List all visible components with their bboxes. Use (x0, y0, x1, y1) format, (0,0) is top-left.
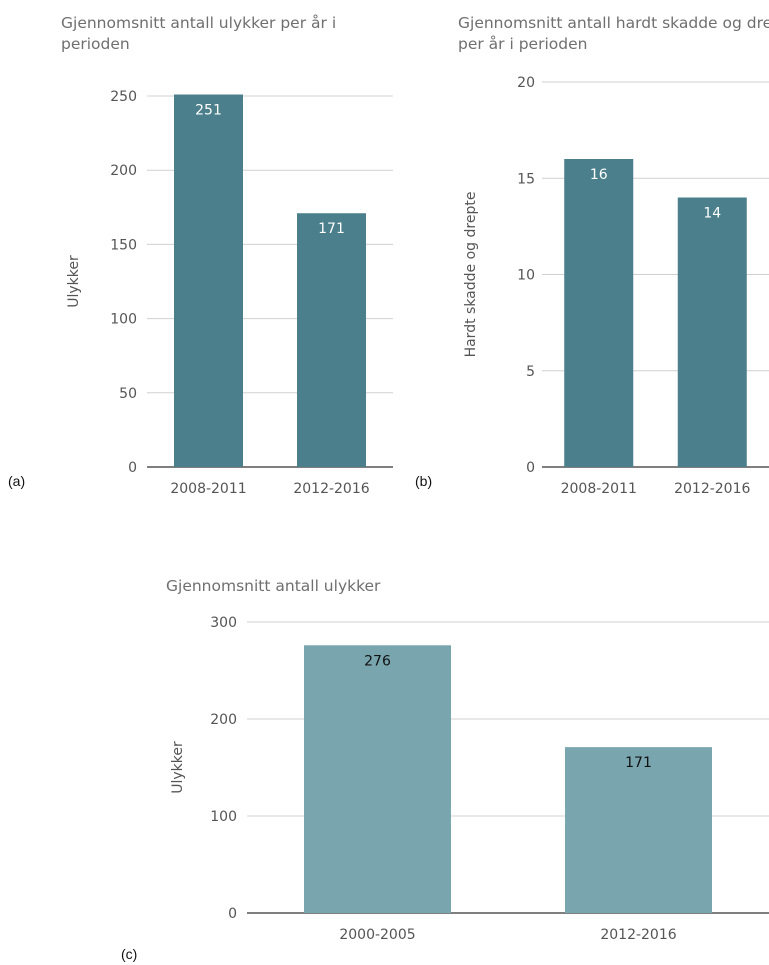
data-label: 16 (590, 167, 608, 183)
y-tick-label: 50 (119, 386, 137, 402)
y-tick-label: 150 (110, 237, 137, 253)
x-tick-label: 2008-2011 (170, 481, 246, 497)
bar (677, 197, 747, 467)
x-tick-label: 2012-2016 (600, 927, 676, 943)
panel-label: (a) (8, 473, 26, 489)
y-tick-label: 10 (517, 268, 535, 284)
x-tick-label: 2012-2016 (674, 481, 750, 497)
y-tick-label: 300 (210, 615, 237, 631)
y-tick-label: 15 (517, 171, 535, 187)
y-tick-label: 0 (526, 460, 535, 476)
panel-label: (c) (121, 946, 138, 962)
y-tick-label: 200 (210, 712, 237, 728)
bar (565, 747, 712, 913)
data-label: 171 (318, 221, 345, 237)
data-label: 251 (195, 103, 222, 119)
chart-panel-b: Gjennomsnitt antall hardt skadde og drep… (400, 0, 769, 505)
bar (174, 94, 243, 468)
y-axis-label: Ulykker (170, 741, 186, 794)
bar (564, 159, 634, 467)
bar (304, 645, 451, 913)
chart-panel-c: Gjennomsnitt antall ulykker 0 100 200 300 Ul… (0, 560, 769, 965)
data-label: 276 (364, 653, 391, 669)
bar (297, 213, 366, 467)
y-tick-label: 0 (128, 460, 137, 476)
y-tick-label: 100 (210, 809, 237, 825)
x-tick-label: 2008-2011 (561, 481, 637, 497)
y-tick-label: 20 (517, 75, 535, 91)
chart-plot: 0 50 100 150 200 250 Ulykker 251 2008-2011 171 201… (66, 89, 393, 497)
x-tick-label: 2000-2005 (339, 927, 415, 943)
chart-title: Gjennomsnitt antall hardt skadde og drep… (458, 14, 769, 53)
y-tick-label: 250 (110, 89, 137, 105)
chart-plot: 0 100 200 300 Ulykker 276 2000-2005 171 2012-201… (170, 615, 769, 943)
chart-title: Gjennomsnitt antall ulykker (166, 577, 381, 595)
y-tick-label: 200 (110, 163, 137, 179)
panel-label: (b) (415, 473, 433, 489)
y-axis-label: Ulykker (66, 255, 82, 308)
chart-plot: 0 5 10 15 20 Hardt skadde og drepte 16 2008-201… (463, 75, 769, 497)
chart-title: Gjennomsnitt antall ulykker per år i per… (61, 14, 337, 53)
y-tick-label: 0 (228, 906, 237, 922)
y-tick-label: 5 (526, 364, 535, 380)
x-tick-label: 2012-2016 (293, 481, 369, 497)
data-label: 171 (625, 755, 652, 771)
chart-panel-a: Gjennomsnitt antall ulykker per år i per… (0, 0, 400, 505)
y-axis-label: Hardt skadde og drepte (463, 192, 479, 358)
y-tick-label: 100 (110, 312, 137, 328)
data-label: 14 (703, 206, 721, 222)
